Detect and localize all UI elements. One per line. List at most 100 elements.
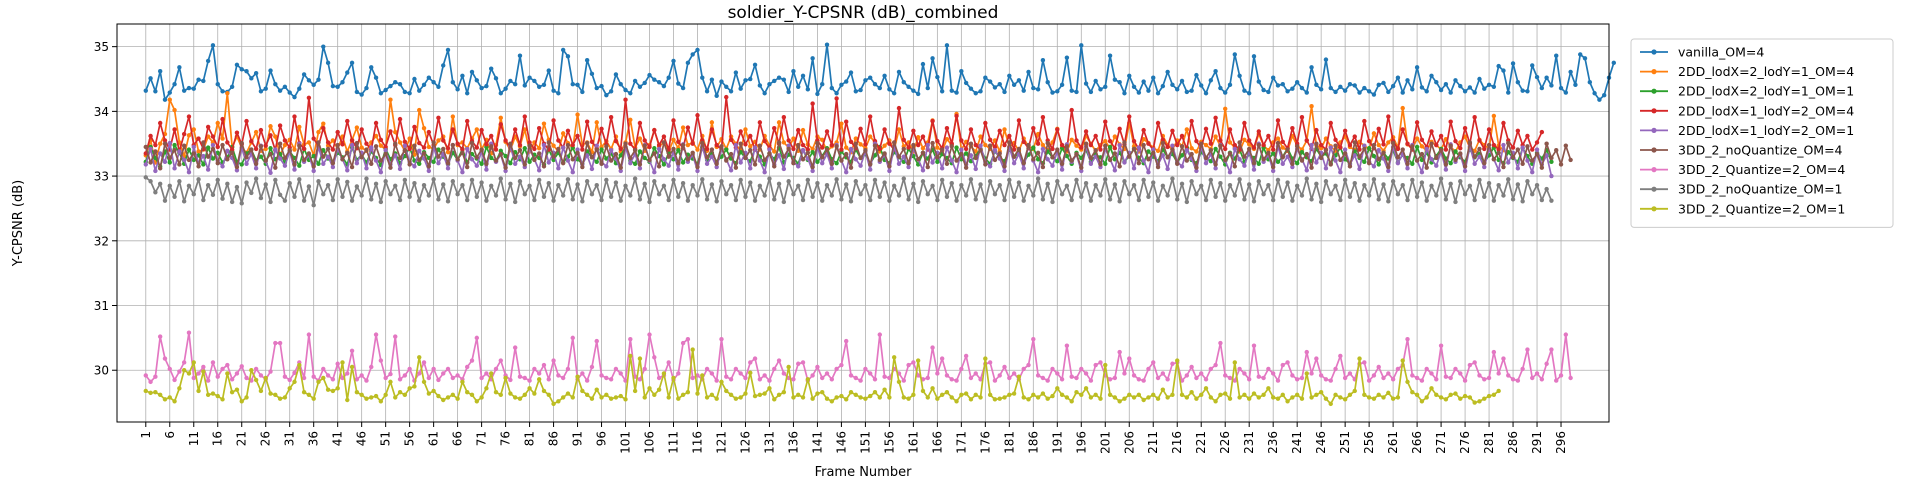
series-5-point [541, 142, 547, 148]
series-9-point [1083, 386, 1089, 391]
series-9-point [479, 395, 484, 400]
series-6-point [546, 140, 551, 145]
series-1-point [1246, 91, 1252, 96]
series-8-point [815, 181, 820, 186]
series-8-point [512, 199, 518, 205]
series-9-point [570, 395, 575, 400]
series-8-point [498, 176, 503, 181]
series-7-point [1376, 364, 1381, 370]
series-8-point [1496, 182, 1501, 188]
series-5-point [901, 154, 906, 159]
series-2-point [915, 135, 921, 140]
series-1-point [944, 43, 950, 48]
series-7-point [935, 371, 940, 376]
series-6-point [628, 155, 633, 161]
series-4-point [364, 141, 369, 146]
series-1-point [1563, 90, 1569, 95]
series-9-point [589, 396, 595, 401]
series-2-point [1040, 142, 1046, 148]
series-5-point [1285, 154, 1290, 159]
series-9-point [527, 386, 532, 391]
series-4-point [196, 136, 201, 141]
series-4-point [1141, 127, 1146, 133]
series-1-point [1103, 84, 1108, 89]
series-5-point [1309, 142, 1314, 148]
series-1-point [1501, 68, 1506, 73]
series-4-point [959, 138, 964, 143]
series-5-point [1059, 167, 1065, 172]
series-6-point [1146, 157, 1151, 162]
series-1-point [839, 82, 844, 88]
series-2-point [983, 142, 988, 148]
series-5-point [1242, 163, 1247, 168]
series-9-point [800, 395, 806, 400]
series-6-point [1179, 144, 1185, 149]
series-4-point [373, 120, 379, 126]
series-8-point [949, 181, 954, 186]
series-1-point [858, 87, 863, 93]
series-3-point [297, 163, 302, 168]
series-7-point [1414, 375, 1420, 381]
series-8-point [762, 193, 767, 198]
series-7-point [229, 377, 235, 382]
series-3-point [642, 155, 647, 161]
series-4-point [1448, 119, 1453, 124]
y-tick-label: 33 [94, 170, 109, 184]
series-2-point [330, 138, 336, 143]
series-9-point [287, 386, 292, 391]
series-7-point [556, 373, 561, 378]
series-6-point [1088, 155, 1094, 161]
series-9-point [402, 392, 408, 398]
series-5-point [560, 145, 566, 150]
series-8-point [575, 182, 580, 187]
series-9-point [1213, 399, 1218, 404]
series-4-point [551, 118, 556, 123]
series-8-point [959, 182, 964, 188]
series-5-point [1443, 167, 1449, 172]
series-1-point [1136, 90, 1142, 95]
series-8-point [728, 182, 734, 188]
series-6-point [743, 155, 748, 161]
series-1-point [772, 78, 777, 84]
series-3-point [637, 149, 643, 154]
series-3-point [724, 147, 729, 152]
series-9-point [512, 395, 518, 400]
series-6-point [1390, 140, 1396, 146]
series-1-point [229, 84, 235, 89]
series-9-point [901, 395, 906, 400]
series-6-point [1333, 143, 1338, 148]
series-7-point [215, 374, 220, 379]
series-8-point [1280, 194, 1285, 199]
series-9-point [249, 368, 254, 373]
series-4-point [378, 137, 384, 143]
series-5-point [973, 166, 978, 172]
series-4-point [1261, 142, 1266, 148]
series-8-point [220, 196, 225, 201]
series-9-point [580, 388, 585, 394]
series-2-point [297, 124, 302, 130]
series-1-point [1218, 85, 1223, 91]
series-4-point [1486, 127, 1492, 132]
series-9-point [666, 395, 671, 400]
series-9-point [225, 371, 230, 376]
series-7-point [800, 360, 806, 365]
series-5-point [1151, 147, 1156, 152]
series-6-point [493, 158, 499, 163]
series-6-point [229, 150, 235, 155]
series-7-point [1165, 377, 1170, 382]
series-9-point [378, 399, 384, 404]
legend-label: 3DD_2_noQuantize_OM=4 [1678, 143, 1843, 158]
series-8-point [1213, 194, 1218, 199]
series-7-point [1232, 378, 1238, 383]
series-4-point [1530, 147, 1535, 152]
series-3-point [508, 160, 513, 166]
series-9-point [397, 390, 403, 395]
series-8-point [992, 192, 998, 197]
series-4-point [263, 143, 268, 148]
series-1-point [215, 81, 220, 87]
series-1-point [767, 81, 772, 87]
series-1-point [489, 66, 494, 71]
series-8-point [1131, 182, 1137, 188]
series-4-point [229, 147, 235, 152]
series-1-point [445, 47, 451, 53]
